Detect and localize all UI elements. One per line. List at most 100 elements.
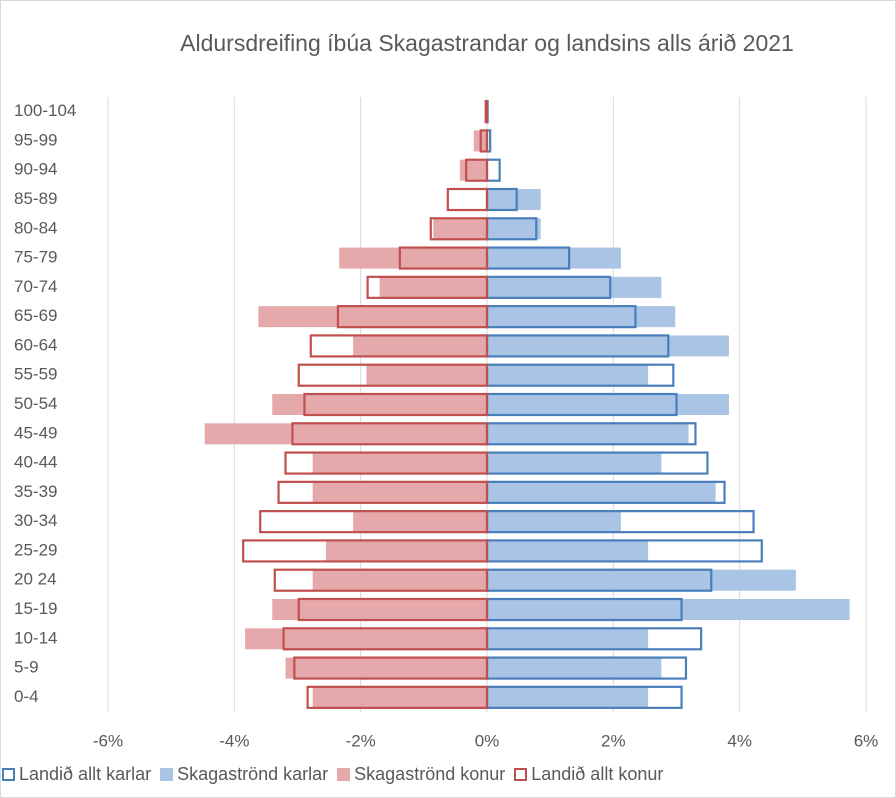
bar: [245, 628, 487, 650]
y-tick-label: 25-29: [14, 540, 57, 559]
bar: [487, 628, 649, 650]
bar: [487, 686, 649, 708]
y-tick-label: 60-64: [14, 335, 57, 354]
legend-item: Skagaströnd konur: [337, 764, 505, 785]
bar: [487, 306, 676, 328]
bar: [487, 569, 796, 591]
bar: [258, 306, 487, 328]
bar: [297, 363, 489, 387]
y-tick-label: 50-54: [14, 394, 57, 413]
legend-label: Skagaströnd konur: [354, 764, 506, 784]
legend-label: Landið allt konur: [531, 764, 664, 784]
bar: [285, 657, 487, 679]
bar: [484, 100, 489, 124]
bar: [336, 305, 489, 329]
y-tick-label: 70-74: [14, 277, 57, 296]
legend-item: Landið allt karlar: [2, 764, 151, 785]
y-tick-label: 40-44: [14, 453, 57, 472]
bar: [487, 394, 729, 415]
y-tick-label: 45-49: [14, 423, 57, 442]
y-tick-label: 35-39: [14, 482, 57, 501]
bar: [284, 451, 489, 475]
bar: [272, 599, 487, 620]
x-tick-label: -2%: [346, 731, 376, 750]
x-tick-label: -6%: [93, 731, 123, 750]
bar: [485, 158, 501, 182]
bar: [366, 364, 487, 386]
x-tick-label: 6%: [854, 731, 879, 750]
y-tick-label: 55-59: [14, 365, 57, 384]
x-tick-label: 0%: [475, 731, 500, 750]
legend-swatch: [160, 768, 174, 781]
bar: [273, 568, 489, 592]
bar: [487, 452, 662, 474]
bar: [487, 276, 662, 298]
y-tick-label: 10-14: [14, 628, 57, 647]
legend-label: Skagaströnd karlar: [177, 764, 329, 784]
bar: [429, 217, 489, 241]
bar: [487, 247, 621, 269]
y-tick-label: 0-4: [14, 687, 39, 706]
bar: [487, 189, 541, 210]
bar: [259, 510, 489, 534]
bar: [293, 656, 489, 680]
bar: [465, 158, 489, 182]
legend-swatch: [2, 768, 15, 781]
y-tick-label: 80-84: [14, 218, 57, 237]
bar: [487, 218, 541, 240]
bar: [325, 540, 487, 562]
legend-swatch: [514, 768, 528, 781]
bar: [487, 657, 662, 679]
x-tick-label: 4%: [727, 731, 752, 750]
bar: [487, 540, 649, 562]
y-tick-label: 85-89: [14, 189, 57, 208]
legend-item: Skagaströnd karlar: [160, 764, 328, 785]
chart-title: Aldursdreifing íbúa Skagastrandar og lan…: [180, 30, 794, 56]
bar: [277, 480, 489, 504]
bar: [204, 423, 487, 445]
bar: [353, 335, 487, 357]
bar: [366, 275, 489, 299]
bar: [487, 599, 850, 620]
bar: [398, 246, 489, 270]
bar: [282, 627, 489, 651]
y-tick-label: 15-19: [14, 599, 57, 618]
bar: [353, 511, 487, 533]
y-tick-label: 95-99: [14, 130, 57, 149]
bar: [291, 422, 489, 446]
bar: [312, 452, 487, 474]
legend-swatch: [337, 768, 351, 781]
bar: [339, 247, 487, 269]
bar: [272, 394, 487, 415]
bar: [303, 392, 489, 417]
y-tick-label: 100-104: [14, 101, 76, 120]
bar: [487, 335, 729, 357]
x-tick-label: 2%: [601, 731, 626, 750]
legend-label: Landið allt karlar: [19, 764, 152, 784]
bar: [487, 511, 621, 533]
y-tick-label: 20 24: [14, 570, 57, 589]
legend-item: Landið allt konur: [514, 764, 663, 785]
bar: [487, 423, 689, 445]
bar: [379, 276, 487, 298]
bar: [312, 569, 487, 591]
bar: [306, 685, 489, 709]
bar: [487, 364, 649, 386]
bar: [242, 539, 489, 563]
y-tick-label: 75-79: [14, 248, 57, 267]
y-tick-label: 65-69: [14, 306, 57, 325]
legend: Landið allt karlar Skagaströnd karlar Skag…: [2, 764, 663, 785]
bar: [459, 159, 487, 181]
bar: [309, 334, 489, 358]
y-tick-label: 30-34: [14, 511, 57, 530]
bar: [297, 597, 489, 622]
bar: [446, 187, 489, 212]
y-tick-label: 90-94: [14, 160, 57, 179]
bar: [312, 481, 487, 503]
y-tick-label: 5-9: [14, 658, 39, 677]
x-tick-label: -4%: [219, 731, 249, 750]
bar: [312, 686, 487, 708]
bar: [479, 129, 489, 153]
